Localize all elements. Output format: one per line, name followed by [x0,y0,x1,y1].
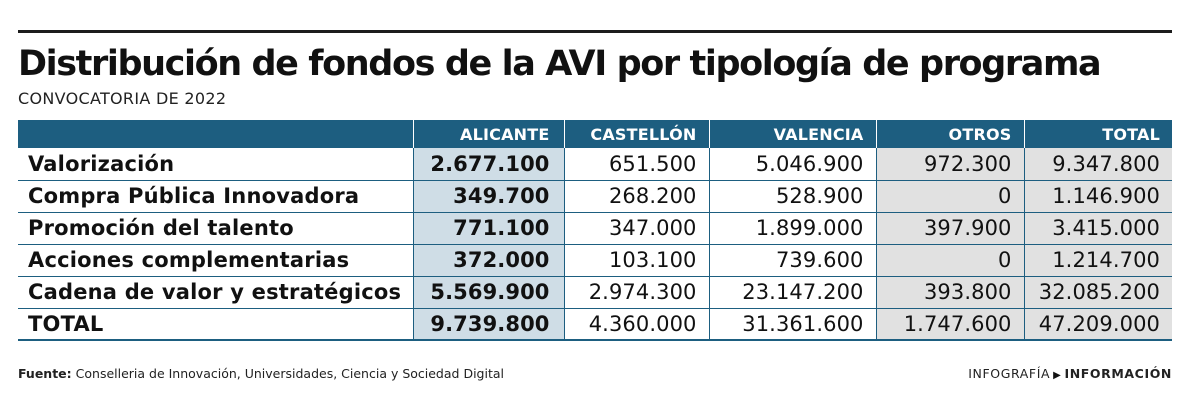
cell-otros: 972.300 [876,148,1025,181]
credit-prefix: INFOGRAFÍA [968,366,1051,381]
cell-alicante: 9.739.800 [413,308,565,341]
row-label: Cadena de valor y estratégicos [18,276,414,309]
source-text: Conselleria de Innovación, Universidades… [75,366,504,381]
cell-castellon: 4.360.000 [564,308,710,341]
cell-total: 1.146.900 [1024,180,1172,213]
cell-total: 32.085.200 [1024,276,1172,309]
cell-valencia: 23.147.200 [709,276,877,309]
cell-otros: 397.900 [876,212,1025,245]
cell-alicante: 349.700 [413,180,565,213]
column-header-total: TOTAL [1024,120,1172,148]
chart-subtitle: CONVOCATORIA DE 2022 [18,89,227,108]
table-row: Compra Pública Innovadora 349.700 268.20… [18,180,1172,213]
cell-otros: 1.747.600 [876,308,1025,341]
cell-total: 3.415.000 [1024,212,1172,245]
cell-otros: 0 [876,244,1025,277]
cell-alicante: 2.677.100 [413,148,565,181]
cell-otros: 0 [876,180,1025,213]
table-row: Promoción del talento 771.100 347.000 1.… [18,212,1172,245]
row-label: Compra Pública Innovadora [18,180,414,213]
cell-valencia: 5.046.900 [709,148,877,181]
credit-line: INFOGRAFÍA ▶ INFORMACIÓN [968,366,1172,381]
cell-alicante: 372.000 [413,244,565,277]
cell-total: 1.214.700 [1024,244,1172,277]
column-header-valencia: VALENCIA [709,120,877,148]
chart-title: Distribución de fondos de la AVI por tip… [18,44,1102,84]
header-cell-empty [18,120,414,148]
column-header-otros: OTROS [876,120,1025,148]
cell-total: 47.209.000 [1024,308,1172,341]
cell-castellon: 347.000 [564,212,710,245]
total-row: TOTAL 9.739.800 4.360.000 31.361.600 1.7… [18,308,1172,341]
cell-valencia: 739.600 [709,244,877,277]
cell-castellon: 268.200 [564,180,710,213]
cell-valencia: 31.361.600 [709,308,877,341]
column-header-alicante: ALICANTE [413,120,565,148]
cell-castellon: 2.974.300 [564,276,710,309]
cell-castellon: 103.100 [564,244,710,277]
cell-alicante: 771.100 [413,212,565,245]
table-row: Acciones complementarias 372.000 103.100… [18,244,1172,277]
table-row: Valorización 2.677.100 651.500 5.046.900… [18,148,1172,181]
top-rule [18,30,1172,33]
cell-total: 9.347.800 [1024,148,1172,181]
table-row: Cadena de valor y estratégicos 5.569.900… [18,276,1172,309]
source-note: Fuente: Conselleria de Innovación, Unive… [18,366,504,381]
header-row: ALICANTE CASTELLÓN VALENCIA OTROS TOTAL [18,120,1172,148]
row-label: Valorización [18,148,414,181]
data-table: ALICANTE CASTELLÓN VALENCIA OTROS TOTAL … [18,120,1172,341]
triangle-right-icon: ▶ [1053,370,1062,381]
column-header-castellon: CASTELLÓN [564,120,710,148]
source-label: Fuente: [18,366,72,381]
cell-alicante: 5.569.900 [413,276,565,309]
cell-valencia: 1.899.000 [709,212,877,245]
row-label: Promoción del talento [18,212,414,245]
cell-castellon: 651.500 [564,148,710,181]
cell-valencia: 528.900 [709,180,877,213]
credit-brand: INFORMACIÓN [1064,366,1172,381]
row-label: TOTAL [18,308,414,341]
row-label: Acciones complementarias [18,244,414,277]
cell-otros: 393.800 [876,276,1025,309]
